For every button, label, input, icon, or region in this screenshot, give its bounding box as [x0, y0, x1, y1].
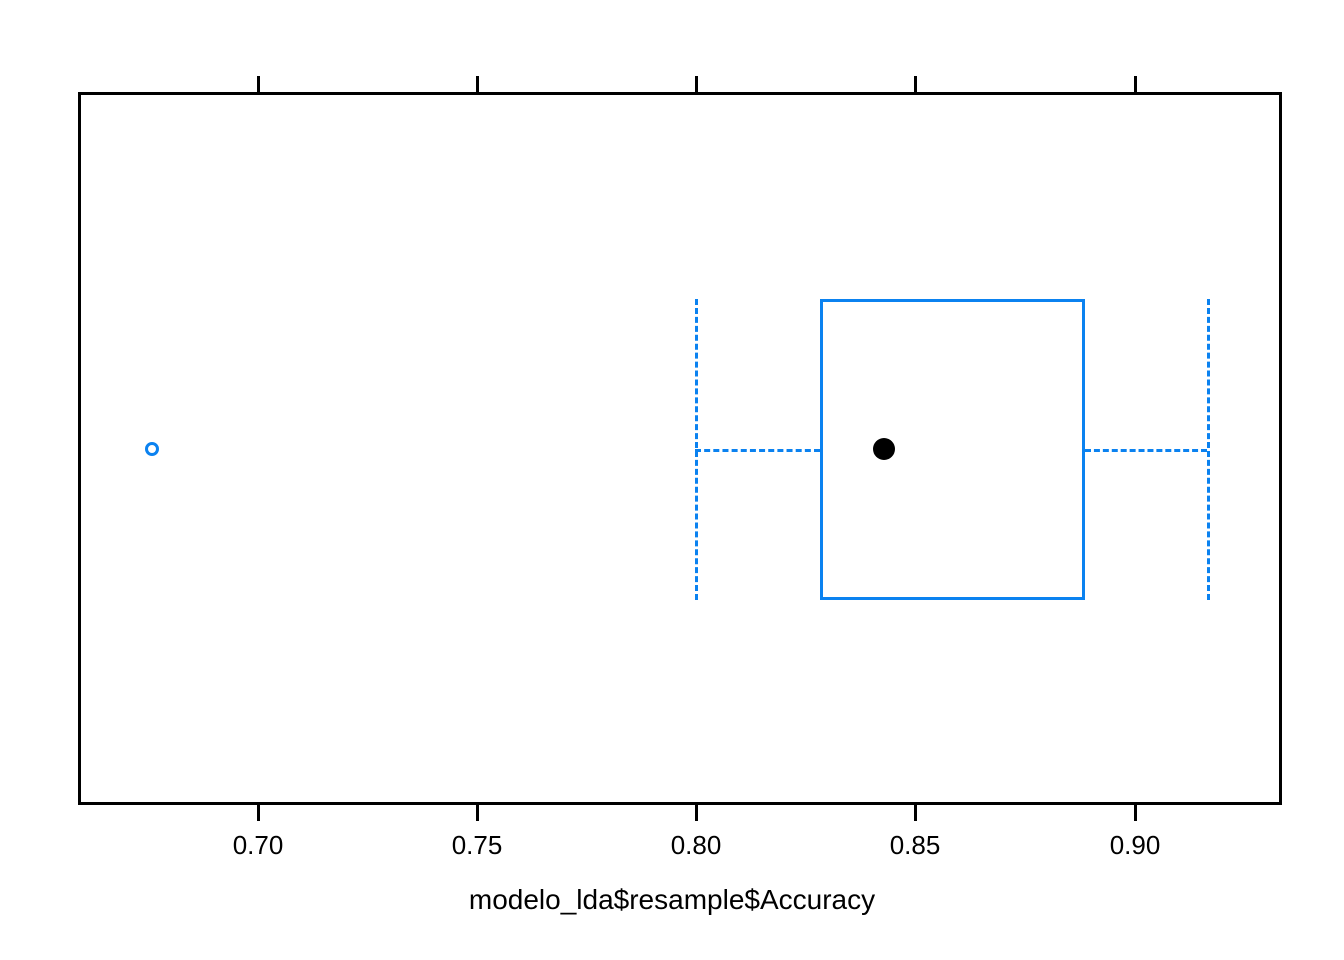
- median-marker: [872, 438, 895, 460]
- whisker-low-line: [695, 449, 820, 452]
- x-tick-top-0.85: [914, 76, 917, 92]
- iqr-box: [819, 299, 1086, 600]
- x-tick-top-0.70: [257, 76, 260, 92]
- x-tick-0.80: [695, 805, 698, 821]
- x-axis-title: modelo_lda$resample$Accuracy: [468, 884, 876, 915]
- x-tick-top-0.75: [476, 76, 479, 92]
- whisker-high-line: [1085, 449, 1208, 452]
- x-tick-label-0.85: 0.85: [889, 830, 941, 860]
- x-tick-label-0.90: 0.90: [1109, 830, 1161, 860]
- x-tick-0.70: [257, 805, 260, 821]
- x-tick-0.90: [1134, 805, 1137, 821]
- plot-frame: [78, 92, 1282, 805]
- x-tick-0.75: [476, 805, 479, 821]
- x-tick-top-0.90: [1134, 76, 1137, 92]
- x-tick-0.85: [914, 805, 917, 821]
- whisker-high-cap: [1207, 299, 1211, 600]
- x-tick-label-0.80: 0.80: [670, 830, 722, 860]
- x-tick-top-0.80: [695, 76, 698, 92]
- x-tick-label-0.75: 0.75: [451, 830, 503, 860]
- x-tick-label-0.70: 0.70: [232, 830, 284, 860]
- outlier-point-0: [144, 442, 159, 456]
